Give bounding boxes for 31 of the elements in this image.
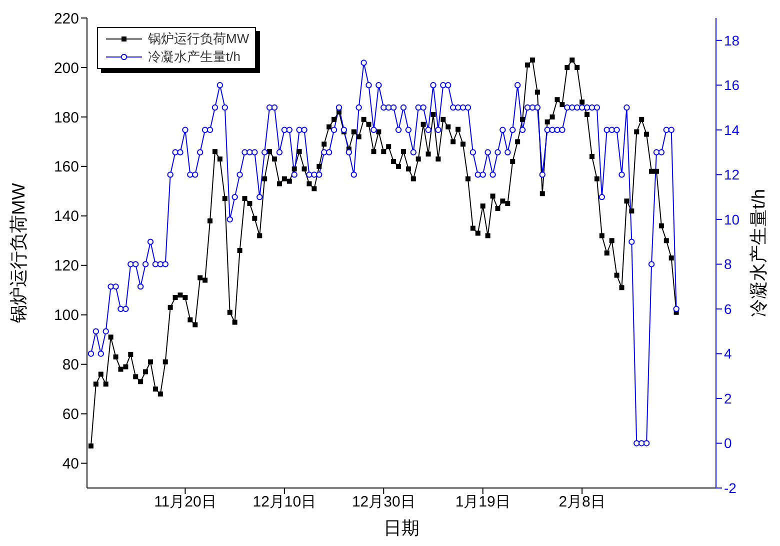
x-tick-label: 12月30日 [352,494,416,511]
y-tick-label: 200 [54,60,79,77]
x-tick-label: 12月10日 [252,494,316,511]
y2-tick-label: 4 [724,346,732,362]
legend-label: 冷凝水产生量t/h [148,48,240,66]
y-tick-label: 220 [54,10,79,28]
y2-tick-label: 0 [724,435,732,452]
y-tick-label: 80 [62,356,79,374]
y-tick-label: 160 [54,158,79,176]
x-tick-label: 1月19日 [455,494,510,511]
y2-tick-label: 14 [724,122,740,138]
y-tick-label: 120 [54,258,79,275]
y2-axis-title: 冷凝水产生量t/h [748,188,768,318]
y-tick-label: 140 [54,208,79,226]
y2-tick-label: 2 [724,390,732,406]
x-tick-label: 2月8日 [558,494,606,511]
y-tick-label: 100 [54,307,79,324]
y-axis-title: 锅炉运行负荷MW [8,183,28,324]
y2-tick-label: 16 [724,77,740,94]
y-tick-label: 180 [54,109,79,126]
y2-tick-label: -2 [724,480,737,496]
y2-tick-label: 12 [724,166,740,183]
y2-tick-label: 6 [724,300,732,317]
y-tick-label: 40 [62,456,79,473]
y2-tick-label: 10 [724,211,740,228]
legend-label: 锅炉运行负荷MW [148,30,250,48]
x-tick-label: 11月20日 [154,494,216,511]
y-tick-label: 60 [62,406,79,424]
y2-tick-label: 18 [724,32,740,48]
x-axis-title: 日期 [384,518,420,538]
y2-tick-label: 8 [724,256,732,272]
